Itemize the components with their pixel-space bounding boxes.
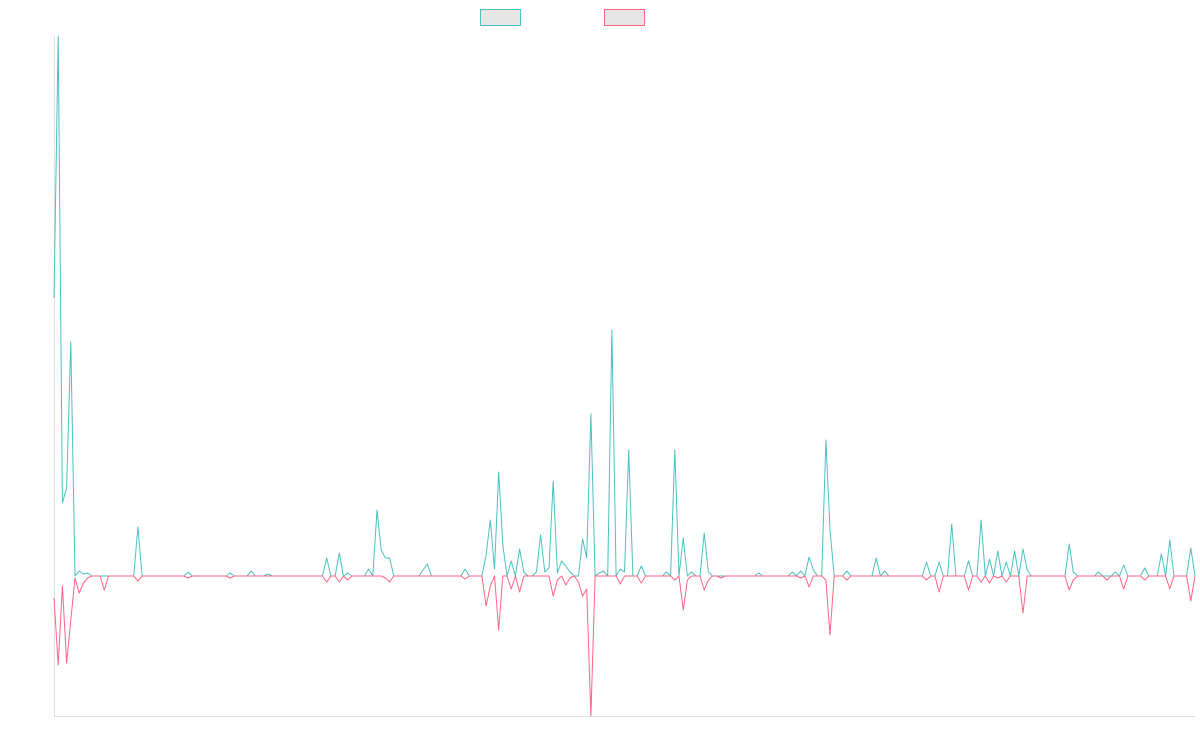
series-line-1 <box>53 35 1196 577</box>
series-group <box>53 35 1196 717</box>
legend <box>480 9 645 26</box>
legend-swatch-1[interactable] <box>480 9 521 26</box>
series-line-2 <box>53 575 1196 717</box>
legend-swatch-2[interactable] <box>604 9 645 26</box>
